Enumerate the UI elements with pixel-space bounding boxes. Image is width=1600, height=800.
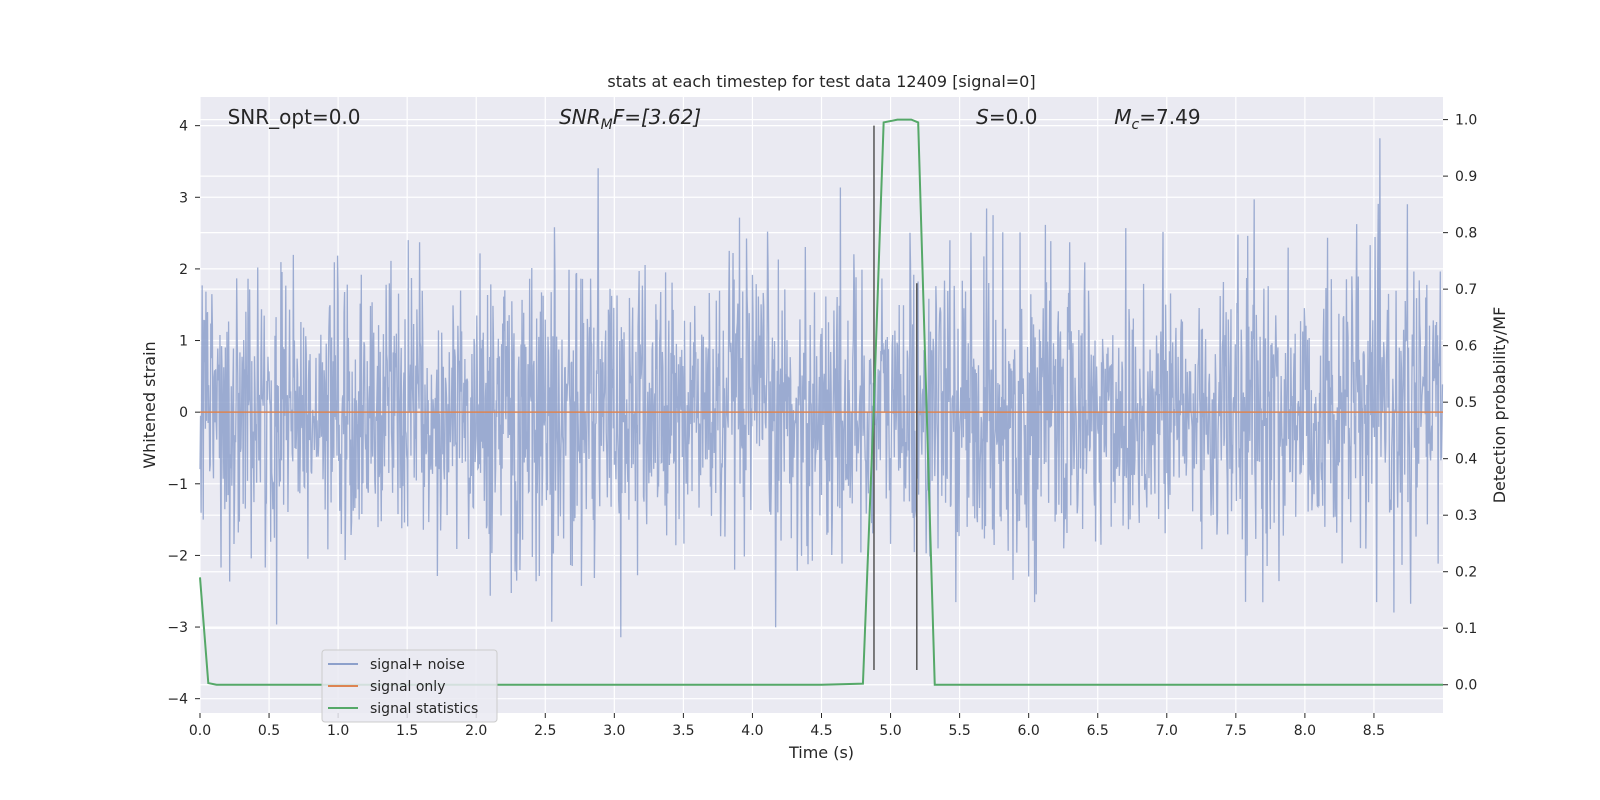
y-axis-label-left: Whitened strain [140, 341, 159, 468]
series-signal-noise [199, 138, 1444, 638]
series-signal-statistics [199, 118, 1443, 686]
x-tick-label: 2.0 [465, 723, 487, 739]
legend-label: signal only [370, 679, 445, 695]
x-tick-label: 1.0 [327, 723, 349, 739]
annotation: SNRMF=[3.62] [559, 105, 701, 133]
x-tick-label: 4.0 [741, 723, 763, 739]
y-tick-label-left: −4 [167, 692, 188, 708]
annotation: Mc=7.49 [1114, 105, 1200, 133]
y-tick-label-right: 0.1 [1455, 621, 1477, 637]
x-tick-label: 7.5 [1225, 723, 1247, 739]
x-tick-label: 3.5 [672, 723, 694, 739]
chart-title: stats at each timestep for test data 124… [607, 72, 1035, 91]
y-tick-label-left: 1 [179, 334, 188, 350]
y-tick-label-right: 0.9 [1455, 169, 1477, 185]
y-tick-label-right: 0.8 [1455, 226, 1477, 242]
y-tick-label-left: −2 [167, 548, 188, 564]
y-tick-label-left: 4 [179, 119, 188, 135]
y-tick-label-right: 0.2 [1455, 565, 1477, 581]
legend-box [321, 649, 498, 723]
legend-label: signal+ noise [370, 657, 465, 673]
y-tick-label-left: −1 [167, 477, 188, 493]
y-tick-label-right: 0.4 [1455, 452, 1477, 468]
x-tick-label: 2.5 [534, 723, 556, 739]
y-axis-label-right: Detection probability/MF [1490, 307, 1509, 504]
legend-label: signal statistics [370, 701, 478, 717]
y-tick-label-left: 2 [179, 262, 188, 278]
x-tick-label: 7.0 [1156, 723, 1178, 739]
y-tick-label-right: 1.0 [1455, 113, 1477, 129]
y-tick-label-left: −3 [167, 620, 188, 636]
x-axis-label: Time (s) [788, 743, 854, 762]
x-tick-label: 3.0 [603, 723, 625, 739]
y-tick-label-right: 0.6 [1455, 339, 1477, 355]
y-tick-label-left: 0 [179, 405, 188, 421]
x-tick-label: 5.0 [879, 723, 901, 739]
x-tick-label: 8.5 [1363, 723, 1385, 739]
annotation: S=0.0 [976, 105, 1037, 129]
x-tick-label: 4.5 [810, 723, 832, 739]
y-tick-label-right: 0.0 [1455, 678, 1477, 694]
legend: signal+ noise signal only signal statistic… [321, 649, 498, 723]
y-tick-label-left: 3 [179, 190, 188, 206]
y-tick-label-right: 0.3 [1455, 508, 1477, 524]
x-tick-label: 0.0 [189, 723, 211, 739]
x-tick-label: 6.5 [1087, 723, 1109, 739]
y-tick-label-right: 0.5 [1455, 395, 1477, 411]
annotation: SNR_opt=0.0 [228, 105, 361, 129]
y-tick-label-right: 0.7 [1455, 282, 1477, 298]
x-tick-label: 0.5 [258, 723, 280, 739]
x-tick-label: 1.5 [396, 723, 418, 739]
x-tick-label: 8.0 [1294, 723, 1316, 739]
x-tick-label: 5.5 [948, 723, 970, 739]
x-tick-label: 6.0 [1018, 723, 1040, 739]
